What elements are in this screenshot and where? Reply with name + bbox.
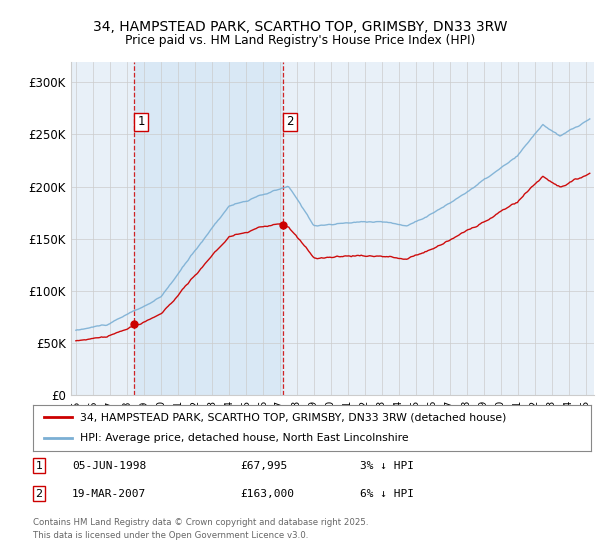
Text: 19-MAR-2007: 19-MAR-2007 [72, 489, 146, 499]
Text: £67,995: £67,995 [240, 461, 287, 471]
Bar [134, 62, 283, 395]
Text: Contains HM Land Registry data © Crown copyright and database right 2025.
This d: Contains HM Land Registry data © Crown c… [33, 519, 368, 540]
Text: 2: 2 [286, 115, 294, 128]
Text: 1: 1 [137, 115, 145, 128]
Text: 3% ↓ HPI: 3% ↓ HPI [360, 461, 414, 471]
Text: 34, HAMPSTEAD PARK, SCARTHO TOP, GRIMSBY, DN33 3RW: 34, HAMPSTEAD PARK, SCARTHO TOP, GRIMSBY… [93, 20, 507, 34]
Text: Price paid vs. HM Land Registry's House Price Index (HPI): Price paid vs. HM Land Registry's House … [125, 34, 475, 46]
Text: 1: 1 [35, 461, 43, 471]
Text: £163,000: £163,000 [240, 489, 294, 499]
Text: HPI: Average price, detached house, North East Lincolnshire: HPI: Average price, detached house, Nort… [80, 433, 409, 444]
Text: 6% ↓ HPI: 6% ↓ HPI [360, 489, 414, 499]
Text: 34, HAMPSTEAD PARK, SCARTHO TOP, GRIMSBY, DN33 3RW (detached house): 34, HAMPSTEAD PARK, SCARTHO TOP, GRIMSBY… [80, 412, 507, 422]
Text: 05-JUN-1998: 05-JUN-1998 [72, 461, 146, 471]
Text: 2: 2 [35, 489, 43, 499]
